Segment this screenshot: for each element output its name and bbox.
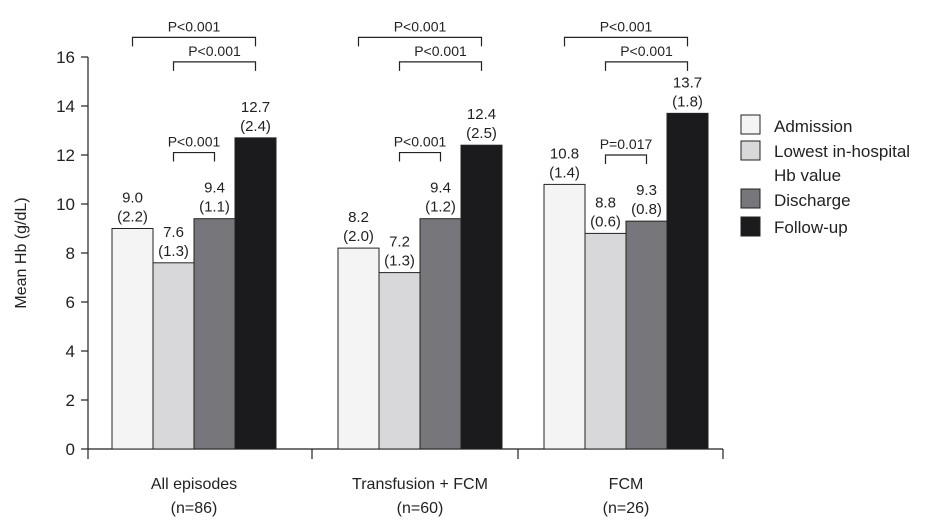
significance-bracket: [357, 36, 483, 47]
legend-swatch-0: [740, 114, 761, 135]
p-value-label: P<0.001: [414, 43, 467, 59]
significance-brackets: P<0.001 P<0.001 P<0.001 P<0.001 P<0.001 P<0.0…: [131, 18, 689, 164]
bar-sd-label: (1.3): [384, 253, 415, 270]
bar-sd-label: (2.2): [117, 209, 148, 226]
bar-value-label: 12.4: [467, 106, 496, 123]
bar-sd-label: (1.3): [158, 243, 189, 260]
significance-bracket: [604, 154, 648, 164]
legend-label: Lowest in-hospital: [774, 142, 910, 161]
p-value-label: P<0.001: [394, 134, 447, 150]
y-tick-label: 6: [66, 293, 75, 312]
y-tick-label: 8: [66, 244, 75, 263]
bar-1-1: [378, 272, 421, 450]
legend-label: Follow-up: [774, 218, 848, 237]
category-label: Transfusion + FCM: [352, 476, 488, 493]
category-n-label: (n=26): [603, 500, 650, 517]
bars: [111, 112, 709, 450]
y-tick-label: 10: [56, 195, 75, 214]
bar-0-2: [543, 183, 586, 450]
significance-bracket: [131, 36, 257, 47]
y-tick-label: 2: [66, 391, 75, 410]
bar-sd-label: (1.4): [549, 164, 580, 181]
bar-sd-label: (2.4): [240, 118, 271, 135]
p-value-label: P<0.001: [168, 18, 221, 34]
y-tick-label: 12: [56, 146, 75, 165]
significance-bracket: [172, 61, 257, 71]
bar-sd-label: (0.8): [631, 201, 662, 218]
bar-value-label: 7.2: [389, 234, 410, 251]
bar-sd-label: (0.6): [590, 213, 621, 230]
bar-sd-label: (2.5): [466, 125, 497, 142]
bar-sd-label: (1.8): [672, 93, 703, 110]
significance-bracket: [398, 61, 483, 71]
bar-value-label: 10.8: [550, 145, 579, 162]
category-label: FCM: [609, 476, 644, 493]
value-labels: 9.0 (2.2) 8.2 (2.0) 10.8 (1.4) 7.6 (1.3) 7.2 (1.3…: [117, 74, 703, 269]
bar-value-label: 8.8: [595, 194, 616, 211]
bar-sd-label: (1.2): [425, 199, 456, 216]
bar-0-0: [111, 228, 154, 450]
y-tick-label: 0: [66, 440, 75, 459]
bar-value-label: 13.7: [673, 74, 702, 91]
bar-0-1: [337, 247, 380, 450]
bar-2-1: [419, 218, 462, 450]
bar-value-label: 7.6: [163, 224, 184, 241]
category-n-label: (n=86): [171, 500, 218, 517]
bar-3-0: [234, 137, 277, 450]
bar-value-label: 12.7: [241, 99, 270, 116]
p-value-label: P<0.001: [620, 43, 673, 59]
legend-label: Hb value: [774, 166, 841, 185]
significance-bracket: [604, 61, 689, 71]
legend: Admission Lowest in-hospital Hb value Disch…: [740, 114, 910, 237]
p-value-label: P<0.001: [168, 134, 221, 150]
legend-swatch-1: [740, 140, 761, 161]
bar-2-0: [193, 218, 236, 450]
bar-value-label: 9.3: [636, 182, 657, 199]
legend-label: Admission: [774, 117, 852, 136]
bar-sd-label: (2.0): [343, 228, 374, 245]
p-value-label: P<0.001: [188, 43, 241, 59]
bar-1-2: [584, 232, 627, 450]
bar-2-2: [625, 220, 668, 450]
category-label: All episodes: [151, 476, 237, 493]
y-tick-label: 16: [56, 48, 75, 67]
bar-3-2: [666, 112, 709, 450]
bar-value-label: 8.2: [348, 209, 369, 226]
y-tick-label: 14: [56, 97, 75, 116]
p-value-label: P=0.017: [600, 136, 653, 152]
bar-value-label: 9.0: [122, 190, 143, 207]
significance-bracket: [563, 36, 689, 47]
bar-3-1: [460, 144, 503, 450]
bar-value-label: 9.4: [430, 180, 451, 197]
significance-bracket: [398, 151, 442, 162]
bar-sd-label: (1.1): [199, 199, 230, 216]
bar-1-0: [152, 262, 195, 450]
y-tick-label: 4: [66, 342, 75, 361]
legend-swatch-2: [740, 188, 761, 209]
p-value-label: P<0.001: [600, 18, 653, 34]
p-value-label: P<0.001: [394, 18, 447, 34]
legend-swatch-3: [740, 216, 761, 237]
legend-label: Discharge: [774, 191, 851, 210]
significance-bracket: [172, 151, 216, 162]
y-axis-label: Mean Hb (g/dL): [13, 197, 30, 308]
bar-value-label: 9.4: [204, 180, 225, 197]
category-n-label: (n=60): [397, 500, 444, 517]
